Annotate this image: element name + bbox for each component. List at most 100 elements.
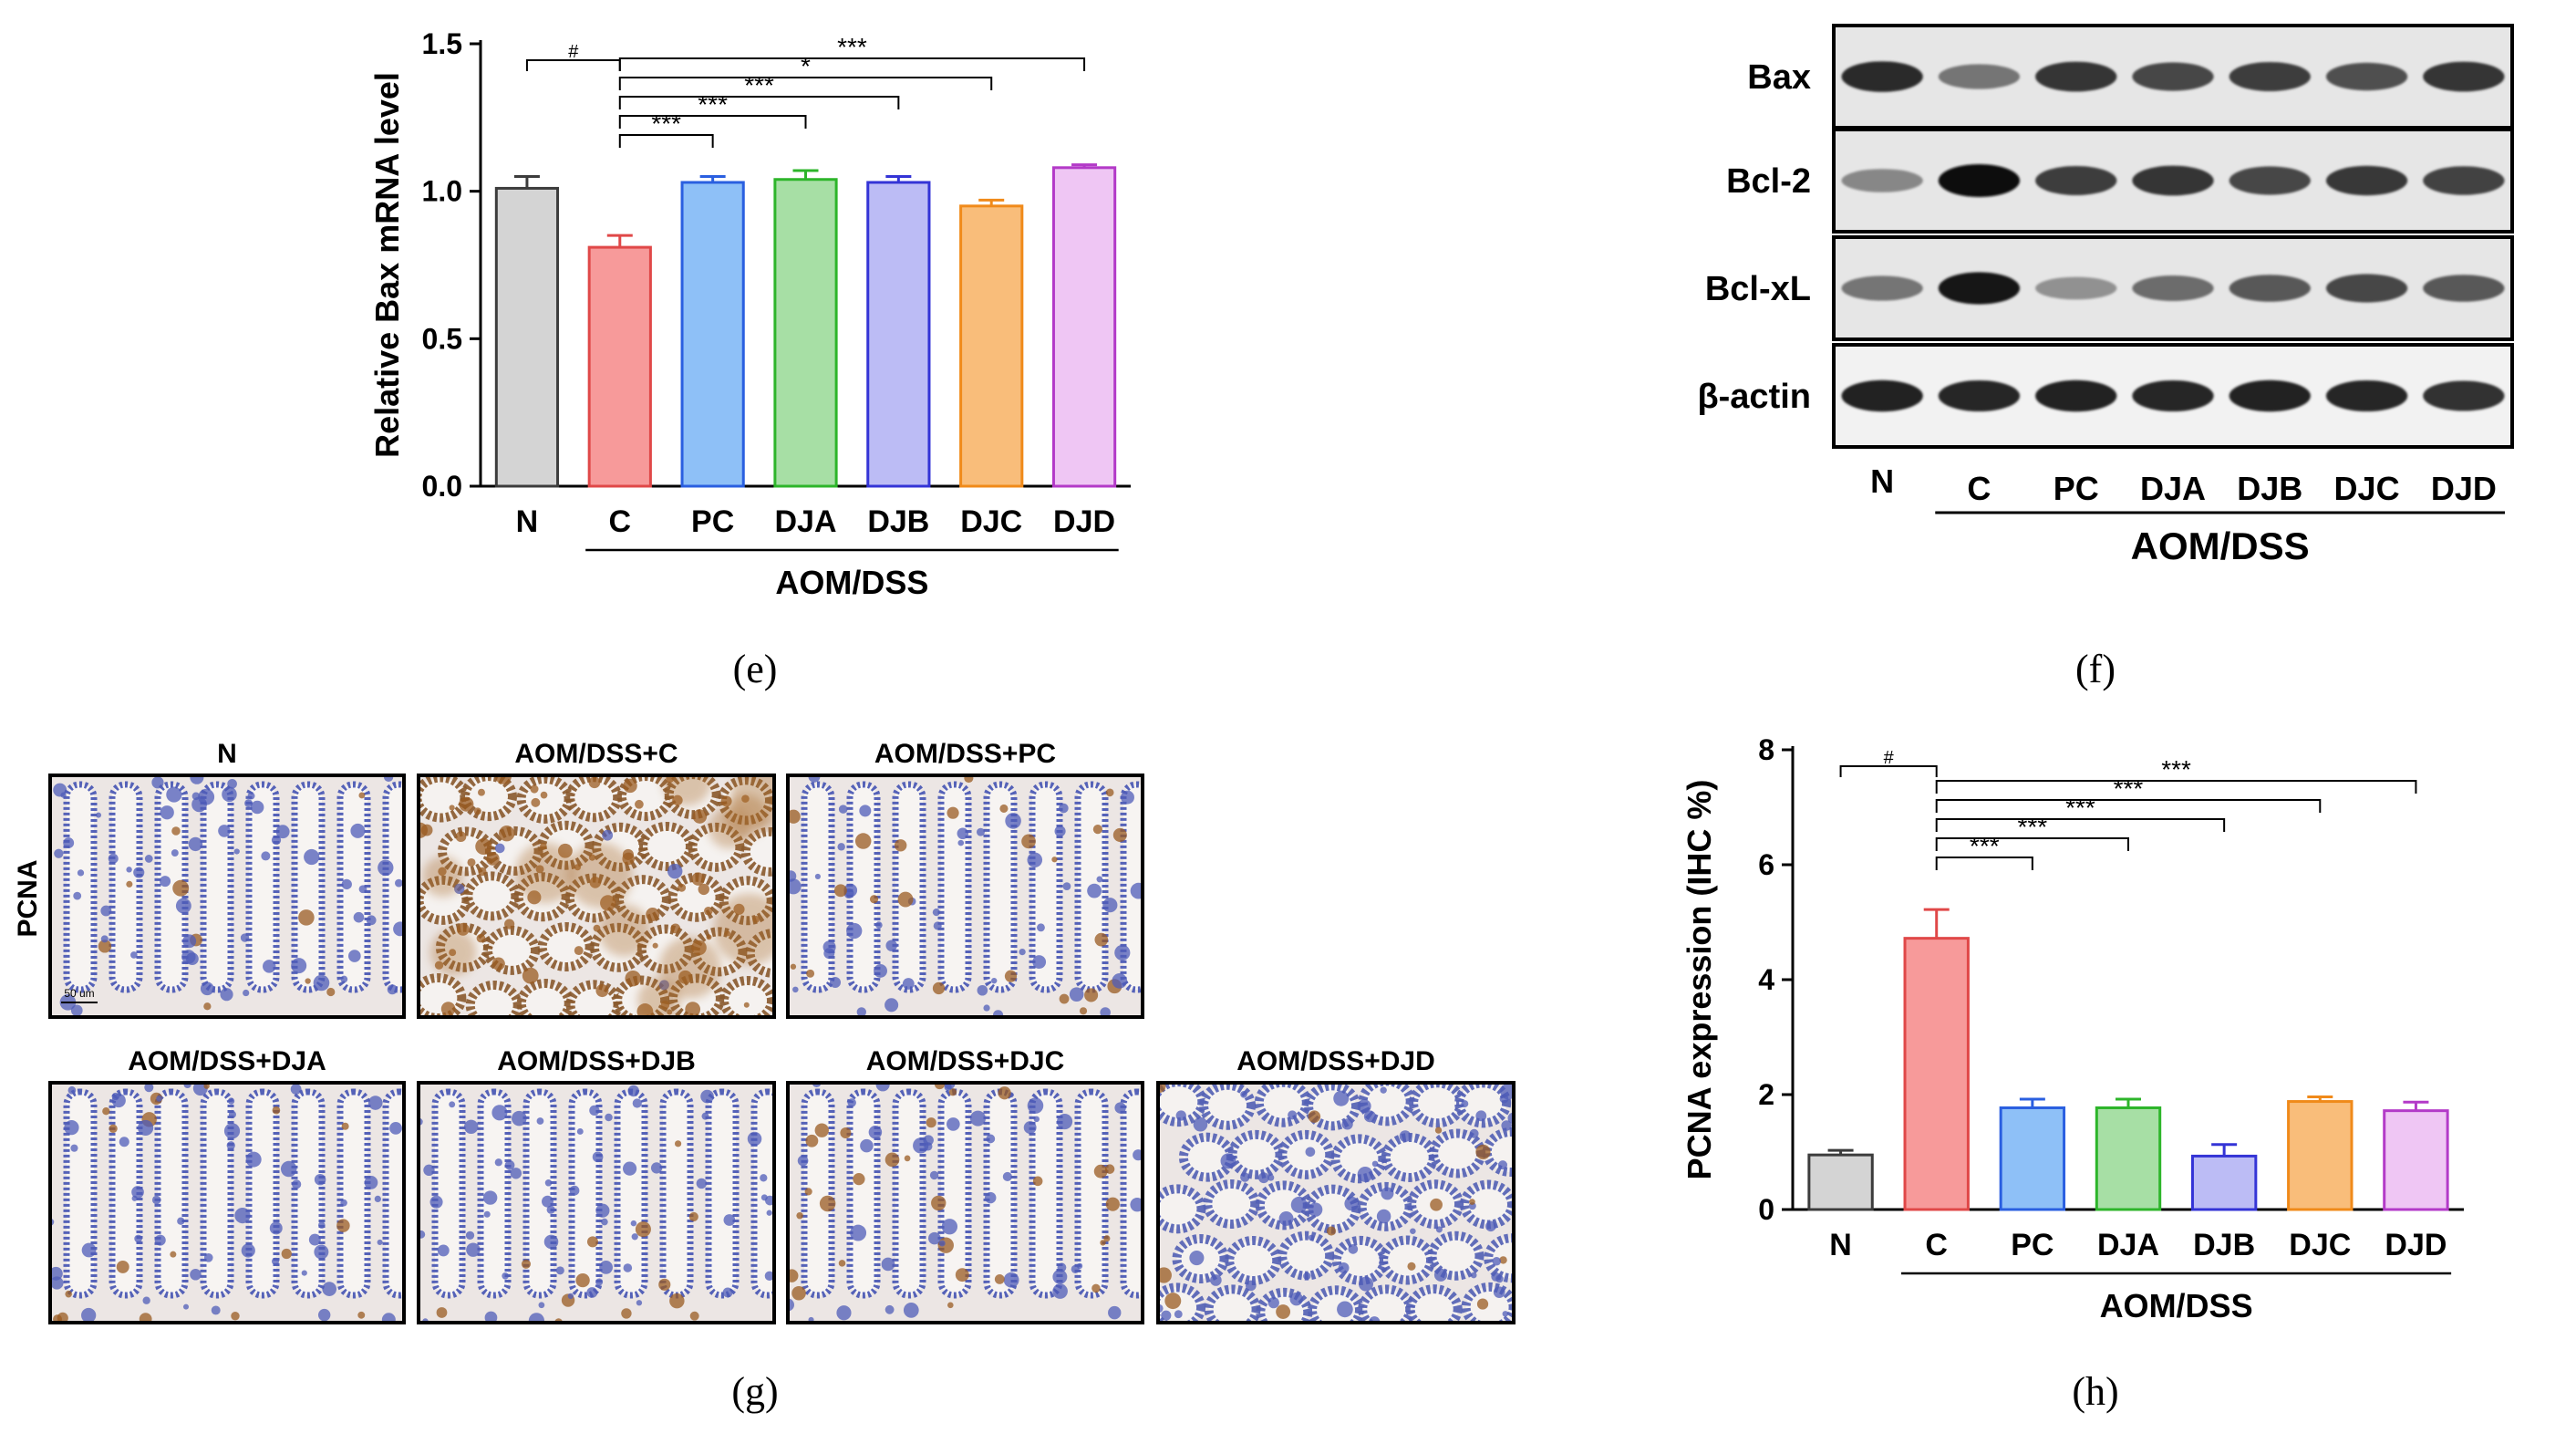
- nucleus: [111, 1093, 126, 1108]
- nucleus: [836, 1305, 852, 1321]
- nucleus: [1158, 1083, 1166, 1094]
- nucleus: [1499, 1256, 1507, 1264]
- y-tick-label: 0: [1758, 1193, 1774, 1226]
- significance-bracket: [618, 57, 1086, 71]
- nucleus: [1430, 1198, 1443, 1211]
- nucleus: [846, 922, 863, 940]
- nucleus: [126, 880, 133, 888]
- x-tick-label: DJD: [1053, 504, 1115, 539]
- nucleus: [191, 796, 207, 813]
- nucleus: [291, 958, 307, 974]
- stain-blob: [598, 904, 651, 957]
- nucleus: [1174, 1310, 1183, 1319]
- nucleus: [1103, 1235, 1111, 1242]
- bar-djb: [2190, 1154, 2258, 1211]
- nucleus: [1357, 1166, 1373, 1182]
- blot-band: [2423, 380, 2505, 411]
- nucleus: [200, 981, 214, 996]
- nucleus: [70, 1004, 83, 1017]
- blot-lane-label: DJC: [2334, 470, 2400, 507]
- nucleus: [964, 775, 974, 784]
- stain-blob: [713, 893, 774, 966]
- panel-frame: [48, 1081, 406, 1324]
- nucleus: [395, 878, 403, 888]
- crypt: [1074, 1088, 1109, 1299]
- nucleus: [389, 1121, 402, 1135]
- nucleus: [429, 1195, 443, 1209]
- x-tick-label: N: [516, 504, 539, 539]
- gland: [1158, 1184, 1206, 1234]
- panel-frame: [786, 1081, 1144, 1324]
- histology-panel-title: AOM/DSS+DJD: [1236, 1046, 1435, 1076]
- nucleus: [790, 963, 797, 970]
- significance-bracket: [1935, 857, 2033, 870]
- nucleus: [1189, 1251, 1205, 1266]
- nucleus: [555, 1266, 564, 1275]
- nucleus: [894, 839, 907, 852]
- blot-band: [1938, 164, 2021, 197]
- nucleus: [885, 1152, 900, 1168]
- nucleus: [1079, 1007, 1088, 1015]
- nucleus: [947, 1117, 960, 1131]
- crypt: [892, 1088, 926, 1299]
- nucleus: [689, 1311, 699, 1321]
- nucleus: [804, 1188, 812, 1196]
- nucleus: [138, 1119, 154, 1137]
- blot-lane-label: DJB: [2237, 470, 2302, 507]
- nucleus: [77, 869, 85, 877]
- tissue: [1158, 1083, 1514, 1323]
- nucleus: [1021, 834, 1036, 849]
- nucleus: [463, 1119, 479, 1135]
- nucleus: [1114, 944, 1131, 961]
- nucleus: [491, 1105, 508, 1121]
- nucleus: [134, 1234, 142, 1243]
- nucleus: [766, 1210, 772, 1216]
- y-tick-label: 2: [1758, 1078, 1774, 1111]
- crypt: [614, 1088, 648, 1299]
- nucleus: [98, 940, 112, 953]
- gland: [516, 775, 574, 824]
- nucleus: [856, 1007, 866, 1017]
- nucleus: [1341, 1118, 1353, 1130]
- nucleus: [1112, 973, 1128, 989]
- nucleus: [1210, 1274, 1222, 1286]
- histology-panel: [417, 1081, 776, 1324]
- nucleus: [902, 978, 915, 990]
- y-tick-label: 0.0: [422, 470, 462, 503]
- nucleus: [491, 957, 505, 971]
- nucleus: [1076, 1262, 1083, 1270]
- nucleus: [1032, 955, 1047, 970]
- nucleus: [983, 1004, 990, 1012]
- nucleus: [171, 826, 181, 836]
- nucleus: [272, 1106, 281, 1115]
- nucleus: [868, 1125, 883, 1139]
- nucleus: [203, 1002, 212, 1011]
- blot-band: [2229, 275, 2311, 302]
- blot-band: [2035, 166, 2117, 195]
- nucleus: [244, 799, 253, 808]
- nucleus: [1357, 1099, 1371, 1114]
- nucleus: [378, 859, 394, 876]
- nucleus: [222, 786, 237, 803]
- nucleus: [1497, 1160, 1508, 1170]
- nucleus: [1407, 1262, 1416, 1271]
- nucleus: [999, 804, 1009, 813]
- nucleus: [623, 778, 637, 794]
- bar-c: [1903, 937, 1970, 1211]
- nucleus: [881, 1257, 895, 1272]
- nucleus: [1052, 1283, 1068, 1299]
- bar-dja: [773, 178, 838, 488]
- gland: [1482, 1127, 1514, 1178]
- nucleus: [986, 1134, 996, 1144]
- nucleus: [366, 915, 377, 926]
- nucleus: [1502, 1311, 1509, 1317]
- panel-label-f: (f): [2075, 647, 2116, 691]
- nucleus: [635, 799, 644, 809]
- blot-band: [1841, 169, 1923, 192]
- blot-row-label: Bax: [1747, 58, 1811, 97]
- nucleus: [478, 788, 485, 796]
- nucleus: [1245, 1280, 1257, 1292]
- nucleus: [1003, 1272, 1019, 1288]
- nucleus: [1032, 1176, 1043, 1187]
- blot-lane-label: DJA: [2140, 470, 2206, 507]
